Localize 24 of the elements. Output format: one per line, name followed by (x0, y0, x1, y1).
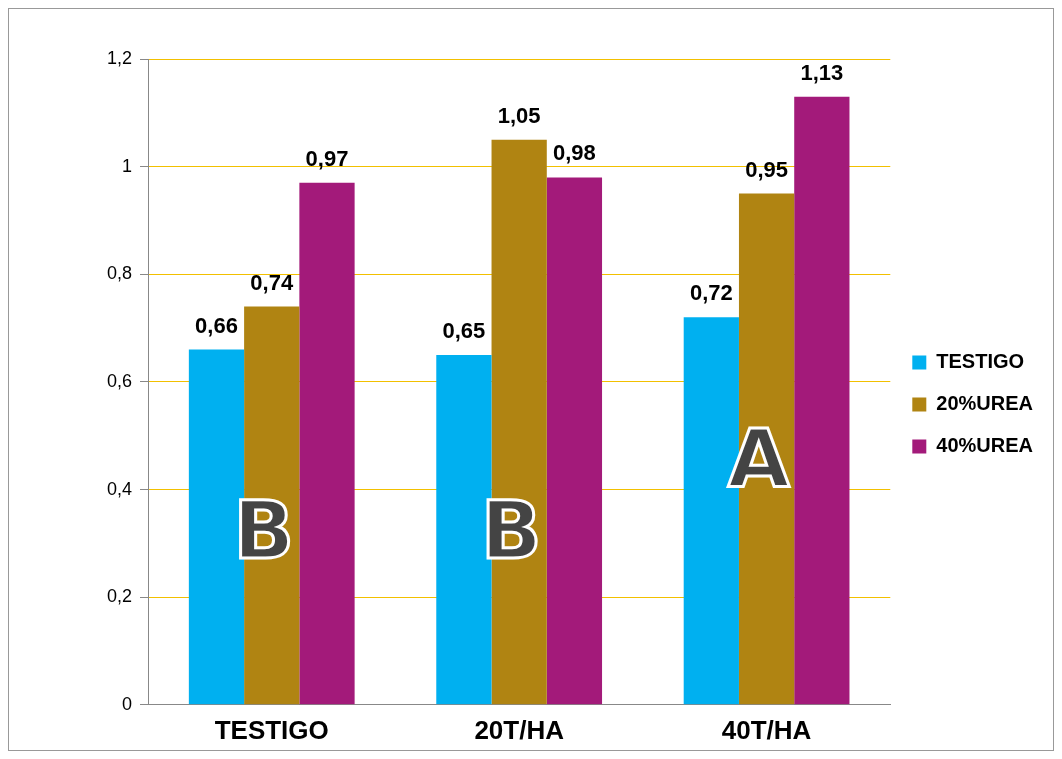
legend-label: TESTIGO (936, 350, 1025, 373)
x-tick-label: 40T/HA (721, 714, 812, 745)
y-tick-label: 0,4 (106, 478, 133, 499)
legend-label: 20%UREA (936, 392, 1033, 415)
y-tick-label: 1,2 (106, 47, 133, 68)
bar (546, 177, 603, 705)
data-label: 0,74 (250, 269, 294, 295)
x-tick-label: TESTIGO (214, 714, 329, 745)
y-tick-label: 1 (122, 155, 133, 176)
data-label: 1,13 (800, 59, 844, 85)
legend-label: 40%UREA (936, 434, 1033, 457)
y-tick-label: 0 (122, 693, 133, 714)
data-label: 0,97 (305, 145, 349, 171)
data-label: 0,66 (195, 312, 238, 338)
data-label: 0,72 (689, 280, 733, 306)
bar (794, 96, 850, 705)
data-label: 0,65 (442, 318, 486, 344)
data-label: 0,98 (553, 140, 596, 166)
bar (299, 182, 355, 705)
x-tick-label: 20T/HA (474, 714, 565, 745)
y-tick-label: 0,2 (106, 586, 133, 607)
y-tick-label: 0,8 (106, 263, 133, 284)
y-tick-label: 0,6 (106, 370, 133, 391)
data-label: 1,05 (497, 102, 541, 128)
